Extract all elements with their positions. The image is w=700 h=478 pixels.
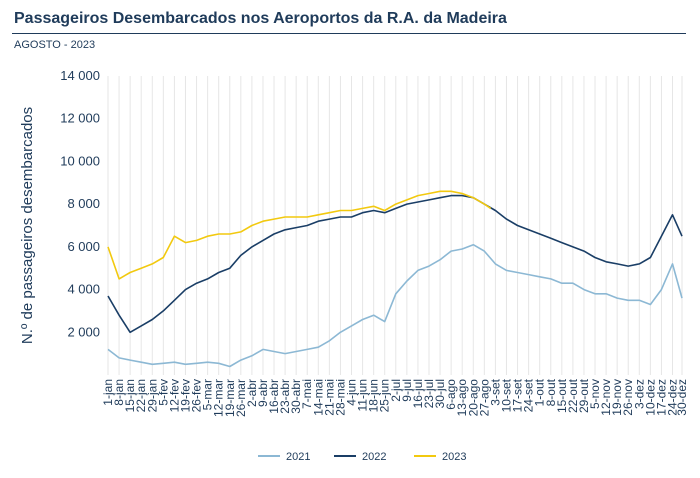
x-tick-label: 5-nov bbox=[588, 379, 602, 409]
x-tick-label: 23-abr bbox=[278, 379, 292, 414]
y-tick-label: 12 000 bbox=[60, 111, 100, 126]
legend-label-2021: 2021 bbox=[286, 451, 310, 463]
y-tick-label: 10 000 bbox=[60, 153, 100, 168]
x-tick-label: 19-nov bbox=[610, 379, 624, 416]
y-tick-label: 14 000 bbox=[60, 68, 100, 83]
x-tick-label: 21-mai bbox=[322, 379, 336, 416]
series-line-2022 bbox=[107, 194, 683, 334]
x-tick-label: 2-jul bbox=[389, 379, 403, 402]
x-tick-label: 23-jul bbox=[422, 379, 436, 408]
title-divider bbox=[12, 33, 686, 34]
x-tick-label: 2-abr bbox=[245, 379, 259, 407]
legend-label-2022: 2022 bbox=[362, 451, 386, 463]
x-tick-label: 29-out bbox=[577, 378, 591, 413]
chart-subtitle: AGOSTO - 2023 bbox=[14, 39, 96, 51]
x-tick-label: 22-jan bbox=[134, 379, 148, 412]
x-tick-label: 10-dez bbox=[643, 379, 657, 416]
chart-title: Passageiros Desembarcados nos Aeroportos… bbox=[14, 10, 507, 27]
y-axis-label: N.º de passageiros desembarcados bbox=[19, 107, 36, 344]
x-tick-label: 12-mar bbox=[212, 379, 226, 417]
x-tick-label: 26-mar bbox=[234, 379, 248, 417]
x-tick-label: 19-fev bbox=[178, 379, 192, 412]
x-tick-label: 16-abr bbox=[267, 379, 281, 414]
series-line-2023 bbox=[107, 190, 492, 280]
x-tick-label: 3-dez bbox=[632, 379, 646, 409]
x-tick-label: 5-fev bbox=[156, 379, 170, 406]
x-tick-label: 9-abr bbox=[256, 379, 270, 407]
legend: 2021 2022 2023 bbox=[258, 451, 466, 463]
x-tick-label: 1-jan bbox=[101, 379, 115, 406]
x-tick-label: 30-jul bbox=[433, 379, 447, 408]
y-axis-ticks: 2 000 4 000 6 000 8 000 10 000 12 000 14 000 bbox=[60, 68, 100, 339]
x-tick-label: 13-ago bbox=[455, 379, 469, 417]
x-tick-label: 26-nov bbox=[621, 379, 635, 416]
x-tick-label: 11-jun bbox=[356, 379, 370, 411]
x-tick-label: 17-dez bbox=[654, 379, 668, 416]
x-tick-label: 12-fev bbox=[167, 379, 181, 412]
x-tick-label: 16-jul bbox=[411, 379, 425, 408]
x-tick-label: 30-dez bbox=[675, 379, 689, 416]
x-tick-label: 19-mar bbox=[223, 379, 237, 417]
x-axis-ticks: 1-jan8-jan15-jan22-jan29-jan5-fev12-fev1… bbox=[101, 378, 689, 417]
x-tick-label: 24-dez bbox=[666, 379, 680, 416]
x-tick-label: 20-ago bbox=[466, 379, 480, 417]
x-tick-label: 1-out bbox=[533, 378, 547, 406]
x-tick-label: 8-out bbox=[544, 378, 558, 406]
x-tick-label: 3-set bbox=[488, 378, 502, 405]
x-tick-label: 4-jun bbox=[345, 379, 359, 406]
x-tick-label: 29-jan bbox=[145, 379, 159, 412]
y-tick-label: 8 000 bbox=[67, 196, 100, 211]
legend-label-2023: 2023 bbox=[442, 451, 466, 463]
x-tick-label: 22-out bbox=[566, 378, 580, 413]
x-tick-label: 27-ago bbox=[477, 379, 491, 417]
x-tick-label: 24-set bbox=[522, 378, 536, 412]
x-tick-label: 17-set bbox=[511, 378, 525, 412]
x-tick-label: 15-jan bbox=[123, 379, 137, 412]
x-tick-label: 14-mai bbox=[311, 379, 325, 416]
x-tick-label: 7-mai bbox=[300, 379, 314, 409]
x-tick-label: 8-jan bbox=[112, 379, 126, 406]
x-tick-label: 12-nov bbox=[599, 379, 613, 416]
y-tick-label: 4 000 bbox=[67, 282, 100, 297]
series-line-2021 bbox=[107, 243, 683, 368]
x-tick-label: 10-set bbox=[499, 378, 513, 412]
x-tick-label: 5-mar bbox=[201, 379, 215, 410]
x-tick-label: 26-fev bbox=[190, 379, 204, 412]
y-tick-label: 2 000 bbox=[67, 324, 100, 339]
x-tick-label: 28-mai bbox=[333, 379, 347, 416]
grid bbox=[107, 76, 683, 375]
x-tick-label: 30-abr bbox=[289, 379, 303, 414]
x-tick-label: 25-jun bbox=[378, 379, 392, 412]
x-tick-label: 15-out bbox=[555, 378, 569, 413]
series-lines bbox=[107, 190, 683, 368]
x-tick-label: 9-jul bbox=[400, 379, 414, 402]
y-tick-label: 6 000 bbox=[67, 239, 100, 254]
x-tick-label: 18-jun bbox=[367, 379, 381, 412]
x-tick-label: 6-ago bbox=[444, 379, 458, 410]
